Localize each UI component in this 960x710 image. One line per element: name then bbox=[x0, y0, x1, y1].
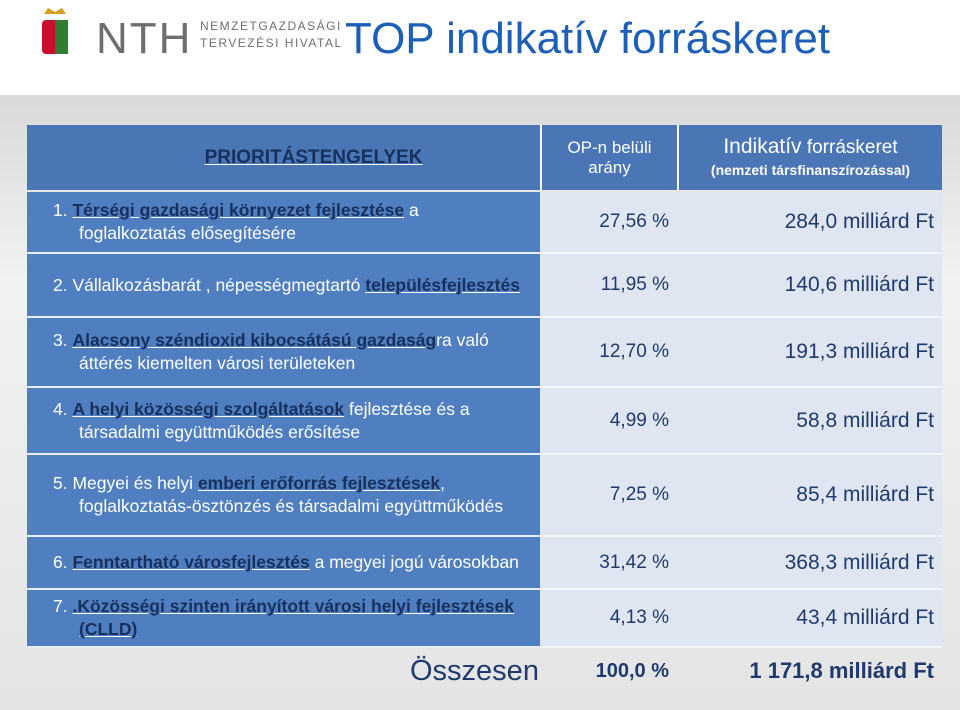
priority-cell: 7. .Közösségi szinten irányított városi … bbox=[27, 590, 540, 648]
share-cell: 12,70 % bbox=[540, 318, 677, 388]
logo-line: TERVEZÉSI HIVATAL bbox=[200, 36, 343, 50]
total-amount: 1 171,8 milliárd Ft bbox=[749, 658, 934, 683]
amount-cell: 368,3 milliárd Ft bbox=[677, 537, 942, 590]
total-share: 100,0 % bbox=[595, 660, 669, 682]
logo-name: NEMZETGAZDASÁGI TERVEZÉSI HIVATAL bbox=[200, 18, 343, 52]
priority-cell: 6. Fenntartható városfejlesztés a megyei… bbox=[27, 537, 540, 590]
share-cell: 4,99 % bbox=[540, 388, 677, 455]
priority-segment: fejlesztése és a társadalmi együttműködé… bbox=[79, 398, 470, 442]
priority-segment: ra való áttérés kiemelten városi terület… bbox=[79, 330, 489, 373]
priority-cell: 1. Térségi gazdasági környezet fejleszté… bbox=[27, 192, 540, 254]
priority-text: 2. Vállalkozásbarát , népességmegtartó t… bbox=[53, 274, 520, 297]
priority-segment: a foglalkoztatás elősegítésére bbox=[79, 200, 419, 243]
priority-text: 3. Alacsony széndioxid kibocsátású gazda… bbox=[53, 329, 528, 375]
priority-segment: Alacsony széndioxid kibocsátású gazdaság bbox=[72, 330, 437, 350]
priority-segment: A helyi közösségi szolgáltatások bbox=[72, 398, 345, 419]
title: TOP indikatív forráskeret bbox=[345, 14, 831, 63]
logo-short: NTH bbox=[96, 14, 193, 63]
priority-segment: emberi erőforrás fejlesztések bbox=[197, 473, 441, 493]
priority-segment: a megyei jogú városokban bbox=[309, 552, 519, 572]
header-amount-main: Indikatív bbox=[723, 135, 802, 158]
priority-segment: Térségi gazdasági környezet fejlesztése bbox=[72, 200, 405, 220]
amount-cell: 58,8 milliárd Ft bbox=[677, 388, 942, 455]
priority-segment: 7. bbox=[53, 596, 73, 616]
share-cell: 11,95 % bbox=[540, 254, 677, 318]
priority-segment: 1. bbox=[53, 200, 73, 220]
priority-cell: 2. Vállalkozásbarát , népességmegtartó t… bbox=[27, 254, 540, 318]
priority-segment: Fenntartható városfejlesztés bbox=[72, 552, 310, 572]
share-cell: 7,25 % bbox=[540, 455, 677, 537]
priority-segment: 2. Vállalkozásbarát , népességmegtartó bbox=[53, 274, 366, 295]
share-cell: 31,42 % bbox=[540, 537, 677, 590]
header-priorities: PRIORITÁSTENGELYEK bbox=[27, 125, 540, 190]
priority-segment: 4. bbox=[53, 398, 73, 419]
priority-text: 7. .Közösségi szinten irányított városi … bbox=[53, 595, 528, 641]
priority-cell: 5. Megyei és helyi emberi erőforrás fejl… bbox=[27, 455, 540, 537]
priority-segment: , foglalkoztatás-ösztönzés és társadalmi… bbox=[79, 473, 504, 516]
total-label: Összesen bbox=[410, 655, 539, 687]
amount-cell: 191,3 milliárd Ft bbox=[677, 318, 942, 388]
header-share: OP-n belüli arány bbox=[540, 125, 677, 190]
header-amount-rest: forráskeret bbox=[801, 137, 898, 158]
share-cell: 4,13 % bbox=[540, 590, 677, 648]
priority-segment: .Közösségi szinten irányított városi hel… bbox=[72, 596, 515, 639]
header-amount-note: (nemzeti társfinanszírozással) bbox=[710, 162, 911, 178]
logo-line: NEMZETGAZDASÁGI bbox=[200, 19, 342, 33]
priority-cell: 3. Alacsony széndioxid kibocsátású gazda… bbox=[27, 318, 540, 388]
coat-of-arms bbox=[42, 8, 68, 54]
amount-cell: 140,6 milliárd Ft bbox=[677, 254, 942, 318]
priority-text: 5. Megyei és helyi emberi erőforrás fejl… bbox=[53, 472, 528, 518]
priority-segment: településfejlesztés bbox=[365, 274, 520, 295]
priority-segment: 6. bbox=[53, 552, 73, 572]
priority-text: 4. A helyi közösségi szolgáltatások fejl… bbox=[53, 398, 528, 444]
priority-cell: 4. A helyi közösségi szolgáltatások fejl… bbox=[27, 388, 540, 455]
header-amount: Indikatív forráskeret (nemzeti társfinan… bbox=[677, 125, 942, 190]
amount-cell: 85,4 milliárd Ft bbox=[677, 455, 942, 537]
priority-text: 1. Térségi gazdasági környezet fejleszté… bbox=[53, 199, 528, 245]
amount-cell: 284,0 milliárd Ft bbox=[677, 192, 942, 254]
amount-cell: 43,4 milliárd Ft bbox=[677, 590, 942, 648]
priority-segment: 3. bbox=[53, 330, 73, 350]
share-cell: 27,56 % bbox=[540, 192, 677, 254]
priority-text: 6. Fenntartható városfejlesztés a megyei… bbox=[53, 551, 519, 574]
priority-segment: 5. Megyei és helyi bbox=[53, 473, 198, 493]
